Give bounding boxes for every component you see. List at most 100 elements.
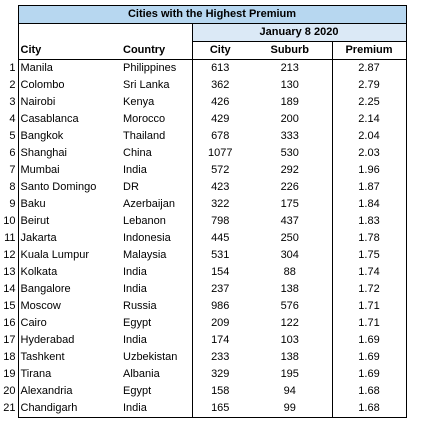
cell-city[interactable]: Alexandria: [17, 383, 120, 400]
cell-city-value[interactable]: 165: [191, 400, 248, 418]
cell-city[interactable]: Kuala Lumpur: [17, 247, 120, 264]
cell-country[interactable]: Morocco: [123, 113, 166, 125]
cell-city[interactable]: Nairobi: [17, 94, 120, 111]
cell-city[interactable]: Bangkok: [17, 128, 120, 145]
cell-country[interactable]: India: [123, 266, 147, 278]
cell-city[interactable]: Cairo: [17, 315, 120, 332]
cell-city-value[interactable]: 158: [191, 383, 248, 400]
cell-city-value[interactable]: 237: [191, 281, 248, 298]
cell-city-value[interactable]: 986: [191, 298, 248, 315]
cell-premium[interactable]: 1.69: [331, 349, 407, 366]
cell-city[interactable]: Jakarta: [17, 230, 120, 247]
cell-suburb[interactable]: 138: [280, 351, 299, 363]
cell-suburb[interactable]: 103: [280, 334, 299, 346]
cell-suburb[interactable]: 213: [280, 62, 299, 74]
cell-premium[interactable]: 2.87: [331, 59, 407, 77]
cell-city[interactable]: Chandigarh: [17, 400, 120, 418]
table-date[interactable]: January 8 2020: [191, 23, 407, 42]
cell-city-value[interactable]: 1077: [191, 145, 248, 162]
cell-premium[interactable]: 1.84: [331, 196, 407, 213]
cell-suburb[interactable]: 333: [280, 130, 299, 142]
cell-country[interactable]: Malaysia: [123, 249, 167, 261]
cell-suburb[interactable]: 226: [280, 181, 299, 193]
cell-suburb[interactable]: 130: [280, 79, 299, 91]
cell-suburb[interactable]: 99: [248, 400, 332, 418]
cell-suburb[interactable]: 138: [280, 283, 299, 295]
cell-premium[interactable]: 1.68: [331, 383, 407, 400]
cell-city[interactable]: Beirut: [17, 213, 120, 230]
cell-suburb[interactable]: 437: [280, 215, 299, 227]
cell-premium[interactable]: 1.74: [331, 264, 407, 281]
cell-city[interactable]: Tirana: [17, 366, 120, 383]
cell-country[interactable]: Thailand: [123, 130, 166, 142]
header-suburb[interactable]: Suburb: [248, 41, 332, 60]
cell-premium[interactable]: 1.69: [331, 366, 407, 383]
cell-city[interactable]: Moscow: [17, 298, 120, 315]
cell-country[interactable]: Russia: [123, 300, 157, 312]
cell-premium[interactable]: 1.68: [331, 400, 407, 418]
cell-city[interactable]: Colombo: [17, 77, 120, 94]
cell-city-value[interactable]: 322: [191, 196, 248, 213]
cell-city-value[interactable]: 531: [191, 247, 248, 264]
cell-city[interactable]: Mumbai: [17, 162, 120, 179]
cell-city[interactable]: Santo Domingo: [17, 179, 120, 196]
cell-city-value[interactable]: 572: [191, 162, 248, 179]
cell-premium[interactable]: 2.03: [331, 145, 407, 162]
cell-premium[interactable]: 1.75: [331, 247, 407, 264]
cell-suburb[interactable]: 88: [283, 266, 296, 278]
cell-country[interactable]: Albania: [123, 368, 160, 380]
cell-country[interactable]: India: [123, 334, 147, 346]
cell-city-value[interactable]: 426: [191, 94, 248, 111]
cell-premium[interactable]: 2.14: [331, 111, 407, 128]
cell-country[interactable]: DR: [123, 181, 139, 193]
cell-country[interactable]: Egypt: [123, 385, 152, 397]
cell-premium[interactable]: 1.71: [331, 298, 407, 315]
cell-city-value[interactable]: 174: [191, 332, 248, 349]
cell-premium[interactable]: 1.71: [331, 315, 407, 332]
cell-city-value[interactable]: 429: [191, 111, 248, 128]
cell-country[interactable]: China: [123, 147, 152, 159]
cell-country[interactable]: India: [123, 164, 147, 176]
cell-suburb[interactable]: 530: [280, 147, 299, 159]
cell-country[interactable]: Philippines: [123, 62, 177, 74]
cell-city[interactable]: Shanghai: [17, 145, 120, 162]
cell-premium[interactable]: 2.79: [331, 77, 407, 94]
cell-country[interactable]: Egypt: [123, 317, 152, 329]
cell-premium[interactable]: 2.25: [331, 94, 407, 111]
cell-suburb[interactable]: 250: [280, 232, 299, 244]
cell-suburb[interactable]: 175: [280, 198, 299, 210]
cell-city-value[interactable]: 233: [191, 349, 248, 366]
cell-city-value[interactable]: 423: [191, 179, 248, 196]
cell-city[interactable]: Baku: [17, 196, 120, 213]
cell-city-value[interactable]: 362: [191, 77, 248, 94]
header-city[interactable]: City: [17, 41, 120, 60]
cell-city[interactable]: Hyderabad: [17, 332, 120, 349]
cell-suburb[interactable]: 189: [280, 96, 299, 108]
cell-suburb[interactable]: 195: [280, 368, 299, 380]
cell-city-value[interactable]: 209: [191, 315, 248, 332]
cell-country[interactable]: India: [123, 283, 147, 295]
cell-suburb[interactable]: 292: [280, 164, 299, 176]
cell-city[interactable]: Bangalore: [17, 281, 120, 298]
cell-suburb[interactable]: 304: [280, 249, 299, 261]
cell-country[interactable]: Azerbaijan: [123, 198, 175, 210]
cell-city-value[interactable]: 678: [191, 128, 248, 145]
cell-country[interactable]: Indonesia: [123, 232, 171, 244]
cell-premium[interactable]: 1.78: [331, 230, 407, 247]
cell-suburb[interactable]: 200: [280, 113, 299, 125]
cell-city[interactable]: Kolkata: [17, 264, 120, 281]
cell-premium[interactable]: 1.69: [331, 332, 407, 349]
cell-country[interactable]: Sri Lanka: [123, 79, 170, 91]
cell-city[interactable]: Manila: [17, 59, 120, 77]
cell-city-value[interactable]: 329: [191, 366, 248, 383]
cell-premium[interactable]: 2.04: [331, 128, 407, 145]
cell-premium[interactable]: 1.96: [331, 162, 407, 179]
cell-city-value[interactable]: 154: [191, 264, 248, 281]
cell-city-value[interactable]: 798: [191, 213, 248, 230]
cell-country[interactable]: India: [120, 400, 192, 418]
cell-country[interactable]: Lebanon: [123, 215, 166, 227]
header-premium[interactable]: Premium: [331, 41, 407, 60]
cell-premium[interactable]: 1.83: [331, 213, 407, 230]
cell-city[interactable]: Tashkent: [17, 349, 120, 366]
cell-suburb[interactable]: 122: [280, 317, 299, 329]
